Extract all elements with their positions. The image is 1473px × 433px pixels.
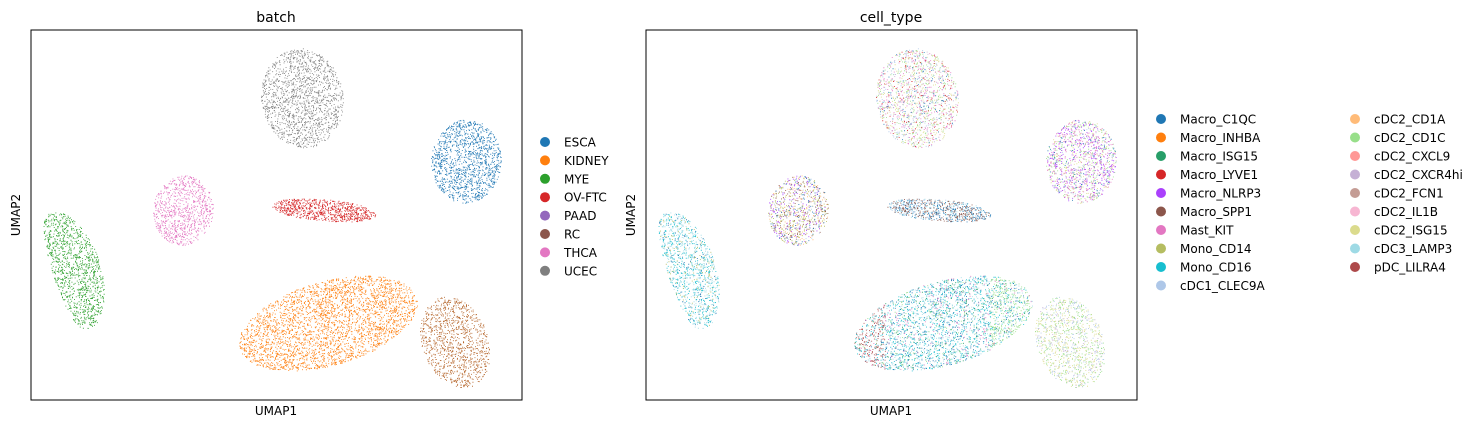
cell-type-legend-marker	[1350, 206, 1360, 217]
cell-type-legend-marker	[1156, 225, 1166, 235]
cell-type-points-kidney	[855, 276, 1030, 371]
cell-type-points-ucec	[877, 50, 958, 147]
cell-type-points-kidney	[861, 275, 1032, 370]
cell-type-legend-marker	[1350, 188, 1360, 198]
cell-type-title: cell_type	[860, 10, 922, 26]
cell-type-legend-label: Macro_LYVE1	[1180, 168, 1258, 182]
cell-type-points	[658, 48, 1117, 388]
cell-type-legend-label: cDC1_CLEC9A	[1180, 279, 1266, 293]
batch-legend-label: UCEC	[564, 264, 597, 278]
cell-type-legend-marker	[1156, 206, 1166, 217]
cell-type-points-mye	[658, 213, 720, 327]
cell-type-legend-marker	[1350, 169, 1360, 180]
cell-type-xlabel: UMAP1	[870, 404, 912, 418]
cell-type-points-esca	[1046, 121, 1117, 204]
cell-type-legend-marker	[1350, 132, 1360, 143]
batch-legend-marker	[540, 210, 550, 221]
batch-legend-label: ESCA	[564, 136, 597, 150]
cell-type-legend-label: Macro_INHBA	[1180, 131, 1261, 145]
batch-points	[43, 48, 502, 388]
cell-type-legend-label: Macro_SPP1	[1180, 205, 1252, 219]
batch-points-rc	[420, 296, 490, 388]
batch-legend-marker	[540, 192, 550, 203]
cell-type-legend-label: cDC2_ISG15	[1374, 224, 1448, 238]
cell-type-points-rc	[1035, 298, 1105, 388]
batch-legend-marker	[540, 173, 550, 184]
cell-type-points-thca	[768, 176, 829, 245]
cell-type-legend-label: cDC2_CXCR4hi	[1374, 168, 1463, 182]
cell-type-legend-marker	[1156, 280, 1166, 291]
batch-points-kidney	[239, 275, 418, 372]
cell-type-panel: cell_type UMAP1 UMAP2 Macro_C1QC Macro_IN…	[624, 10, 1463, 418]
batch-legend-label: THCA	[563, 246, 598, 260]
batch-points-thca	[153, 175, 214, 246]
batch-legend-label: OV-FTC	[564, 191, 607, 205]
batch-title: batch	[256, 10, 296, 26]
batch-legend-label: KIDNEY	[564, 154, 609, 168]
cell-type-legend-marker	[1156, 151, 1166, 161]
cell-type-legend-marker	[1350, 243, 1360, 254]
cell-type-legend-label: cDC2_CD1C	[1374, 131, 1445, 145]
cell-type-legend-marker	[1350, 262, 1360, 272]
cell-type-points-ovftc	[889, 198, 989, 223]
cell-type-axes-frame	[645, 29, 1138, 401]
batch-xlabel: UMAP1	[255, 404, 297, 418]
cell-type-legend-marker	[1156, 114, 1166, 124]
cell-type-legend-label: cDC3_LAMP3	[1374, 242, 1452, 256]
batch-points-esca	[431, 119, 502, 204]
cell-type-legend-label: cDC2_CXCL9	[1374, 150, 1450, 164]
cell-type-legend-label: Macro_C1QC	[1180, 113, 1256, 127]
batch-legend-label: MYE	[564, 172, 589, 186]
batch-legend-label: PAAD	[564, 209, 596, 223]
cell-type-legend-label: cDC2_FCN1	[1374, 187, 1444, 201]
cell-type-legend-label: Macro_ISG15	[1180, 150, 1258, 164]
cell-type-legend-marker	[1156, 188, 1166, 198]
batch-legend-label: RC	[564, 228, 580, 242]
batch-ylabel: UMAP2	[9, 194, 23, 236]
cell-type-legend-label: cDC2_CD1A	[1374, 113, 1446, 127]
cell-type-points-esca	[1047, 120, 1117, 202]
cell-type-legend-marker	[1156, 243, 1166, 254]
cell-type-legend-label: pDC_LILRA4	[1374, 261, 1446, 275]
cell-type-legend-marker	[1350, 114, 1360, 124]
batch-legend-marker	[540, 265, 550, 276]
cell-type-legend-label: Mono_CD16	[1180, 261, 1252, 275]
cell-type-legend-marker	[1156, 169, 1166, 180]
batch-legend-marker	[540, 229, 550, 239]
cell-type-legend-marker	[1350, 225, 1360, 235]
batch-points-ovftc	[272, 198, 377, 223]
cell-type-legend-marker	[1350, 151, 1360, 161]
batch-legend: ESCA KIDNEY MYE OV-FTC PAAD RC THCA UCEC	[540, 136, 609, 278]
batch-legend-marker	[540, 247, 550, 258]
cell-type-points-ovftc	[891, 198, 984, 222]
batch-panel: batch UMAP1 UMAP2 ESCA KIDNEY MYE OV-FTC PAA…	[9, 10, 609, 418]
cell-type-points-esca	[1046, 121, 1117, 203]
batch-axes-frame	[30, 29, 523, 401]
cell-type-ylabel: UMAP2	[624, 194, 638, 236]
cell-type-legend-label: Mono_CD14	[1180, 242, 1252, 256]
cell-type-legend-label: Macro_NLRP3	[1180, 187, 1261, 201]
cell-type-legend-label: cDC2_IL1B	[1374, 205, 1438, 219]
batch-legend-marker	[540, 137, 550, 147]
cell-type-legend-label: Mast_KIT	[1180, 224, 1234, 238]
cell-type-points-esca	[1047, 120, 1116, 201]
cell-type-legend-marker	[1156, 132, 1166, 143]
cell-type-legend-marker	[1156, 262, 1166, 272]
cell-type-points-thca	[768, 175, 826, 246]
batch-legend-marker	[540, 155, 550, 166]
cell-type-legend: Macro_C1QC Macro_INHBA Macro_ISG15 Macro_LY…	[1156, 113, 1463, 293]
